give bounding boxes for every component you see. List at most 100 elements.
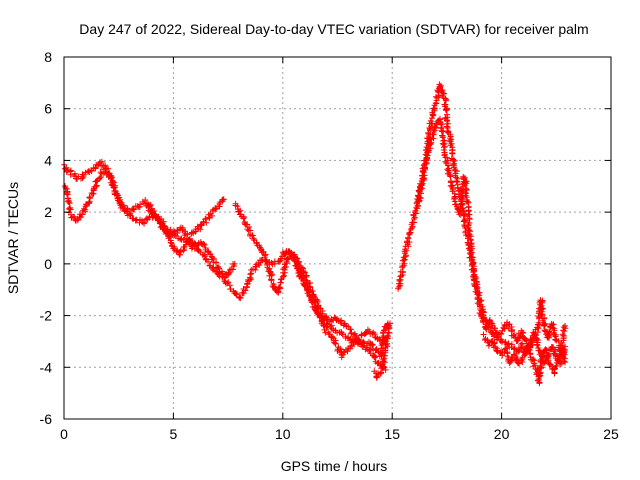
data-point — [67, 171, 74, 178]
data-point — [382, 338, 389, 345]
y-axis-label: SDTVAR / TECUs — [5, 182, 21, 294]
x-tick-label: 10 — [275, 426, 291, 442]
chart-title: Day 247 of 2022, Sidereal Day-to-day VTE… — [79, 21, 588, 37]
data-point — [295, 260, 301, 267]
data-point — [383, 341, 390, 348]
data-point — [448, 183, 455, 190]
data-point — [79, 211, 85, 218]
data-point — [538, 311, 545, 318]
data-point — [323, 324, 330, 331]
data-point — [430, 112, 437, 118]
data-point — [485, 342, 492, 349]
data-point — [201, 241, 208, 248]
data-point — [294, 255, 301, 262]
data-point — [147, 201, 154, 208]
data-point — [505, 325, 512, 332]
data-point — [516, 360, 523, 367]
data-point — [444, 117, 450, 124]
data-point — [201, 252, 208, 259]
data-point — [161, 226, 168, 233]
data-point — [538, 299, 545, 306]
data-point — [215, 265, 222, 272]
data-point — [96, 175, 103, 182]
data-point — [226, 269, 233, 276]
data-point — [369, 342, 376, 349]
data-point — [322, 329, 329, 336]
data-point — [534, 342, 541, 349]
data-point — [539, 305, 546, 312]
data-point — [250, 235, 257, 242]
data-point — [406, 239, 413, 246]
data-point — [426, 134, 433, 141]
data-point — [396, 276, 403, 283]
data-point — [229, 266, 236, 273]
data-point — [262, 251, 269, 258]
plot-frame — [63, 56, 612, 420]
data-point — [232, 290, 239, 297]
data-point — [240, 215, 247, 222]
data-point — [215, 263, 221, 270]
y-tick-label: -6 — [40, 411, 53, 427]
data-point — [561, 358, 567, 365]
data-point — [442, 158, 449, 165]
data-point — [437, 83, 444, 90]
data-point — [466, 245, 473, 252]
data-point — [418, 190, 424, 197]
data-point — [403, 247, 410, 254]
data-point — [248, 276, 255, 282]
plot-layer — [61, 81, 569, 387]
data-point — [417, 195, 424, 201]
data-point — [421, 172, 428, 179]
x-tick-label: 0 — [60, 426, 68, 442]
data-point — [68, 214, 75, 221]
data-point — [372, 354, 378, 361]
data-point — [487, 317, 493, 324]
data-point — [532, 332, 539, 339]
data-point — [205, 258, 211, 265]
data-point — [416, 194, 423, 200]
data-point — [249, 232, 256, 239]
data-point — [562, 322, 569, 329]
data-point — [78, 214, 84, 221]
data-point — [294, 265, 300, 272]
data-point — [449, 150, 456, 157]
x-tick-label: 20 — [494, 426, 510, 442]
data-point — [387, 320, 394, 327]
data-point — [354, 335, 361, 341]
data-point — [207, 250, 214, 257]
data-point — [530, 356, 537, 363]
data-series-track-a — [61, 158, 389, 373]
data-point — [231, 260, 238, 267]
data-point — [439, 87, 446, 94]
data-point — [268, 277, 275, 284]
data-point — [498, 330, 505, 337]
data-point — [242, 287, 249, 294]
y-tick-label: 2 — [44, 204, 52, 220]
y-tick-label: -4 — [40, 359, 53, 375]
data-point — [521, 352, 528, 359]
data-point — [177, 248, 184, 255]
y-tick-label: -2 — [40, 308, 53, 324]
data-point — [455, 184, 461, 191]
data-point — [218, 270, 225, 277]
data-point — [374, 374, 380, 381]
data-point — [87, 195, 94, 202]
data-point — [280, 273, 287, 279]
data-point — [167, 237, 174, 244]
x-tick-label: 15 — [384, 426, 400, 442]
data-point — [427, 117, 434, 124]
data-point — [97, 174, 104, 181]
data-point — [533, 341, 540, 348]
data-point — [454, 178, 460, 185]
data-point — [309, 288, 316, 294]
data-point — [225, 279, 232, 286]
data-point — [560, 324, 567, 331]
data-point — [146, 213, 153, 220]
data-point — [71, 213, 78, 220]
y-tick-label: 8 — [44, 49, 52, 65]
data-point — [93, 183, 100, 190]
data-point — [463, 186, 470, 193]
data-point — [457, 187, 464, 194]
data-point — [65, 198, 72, 205]
data-point — [213, 259, 220, 266]
